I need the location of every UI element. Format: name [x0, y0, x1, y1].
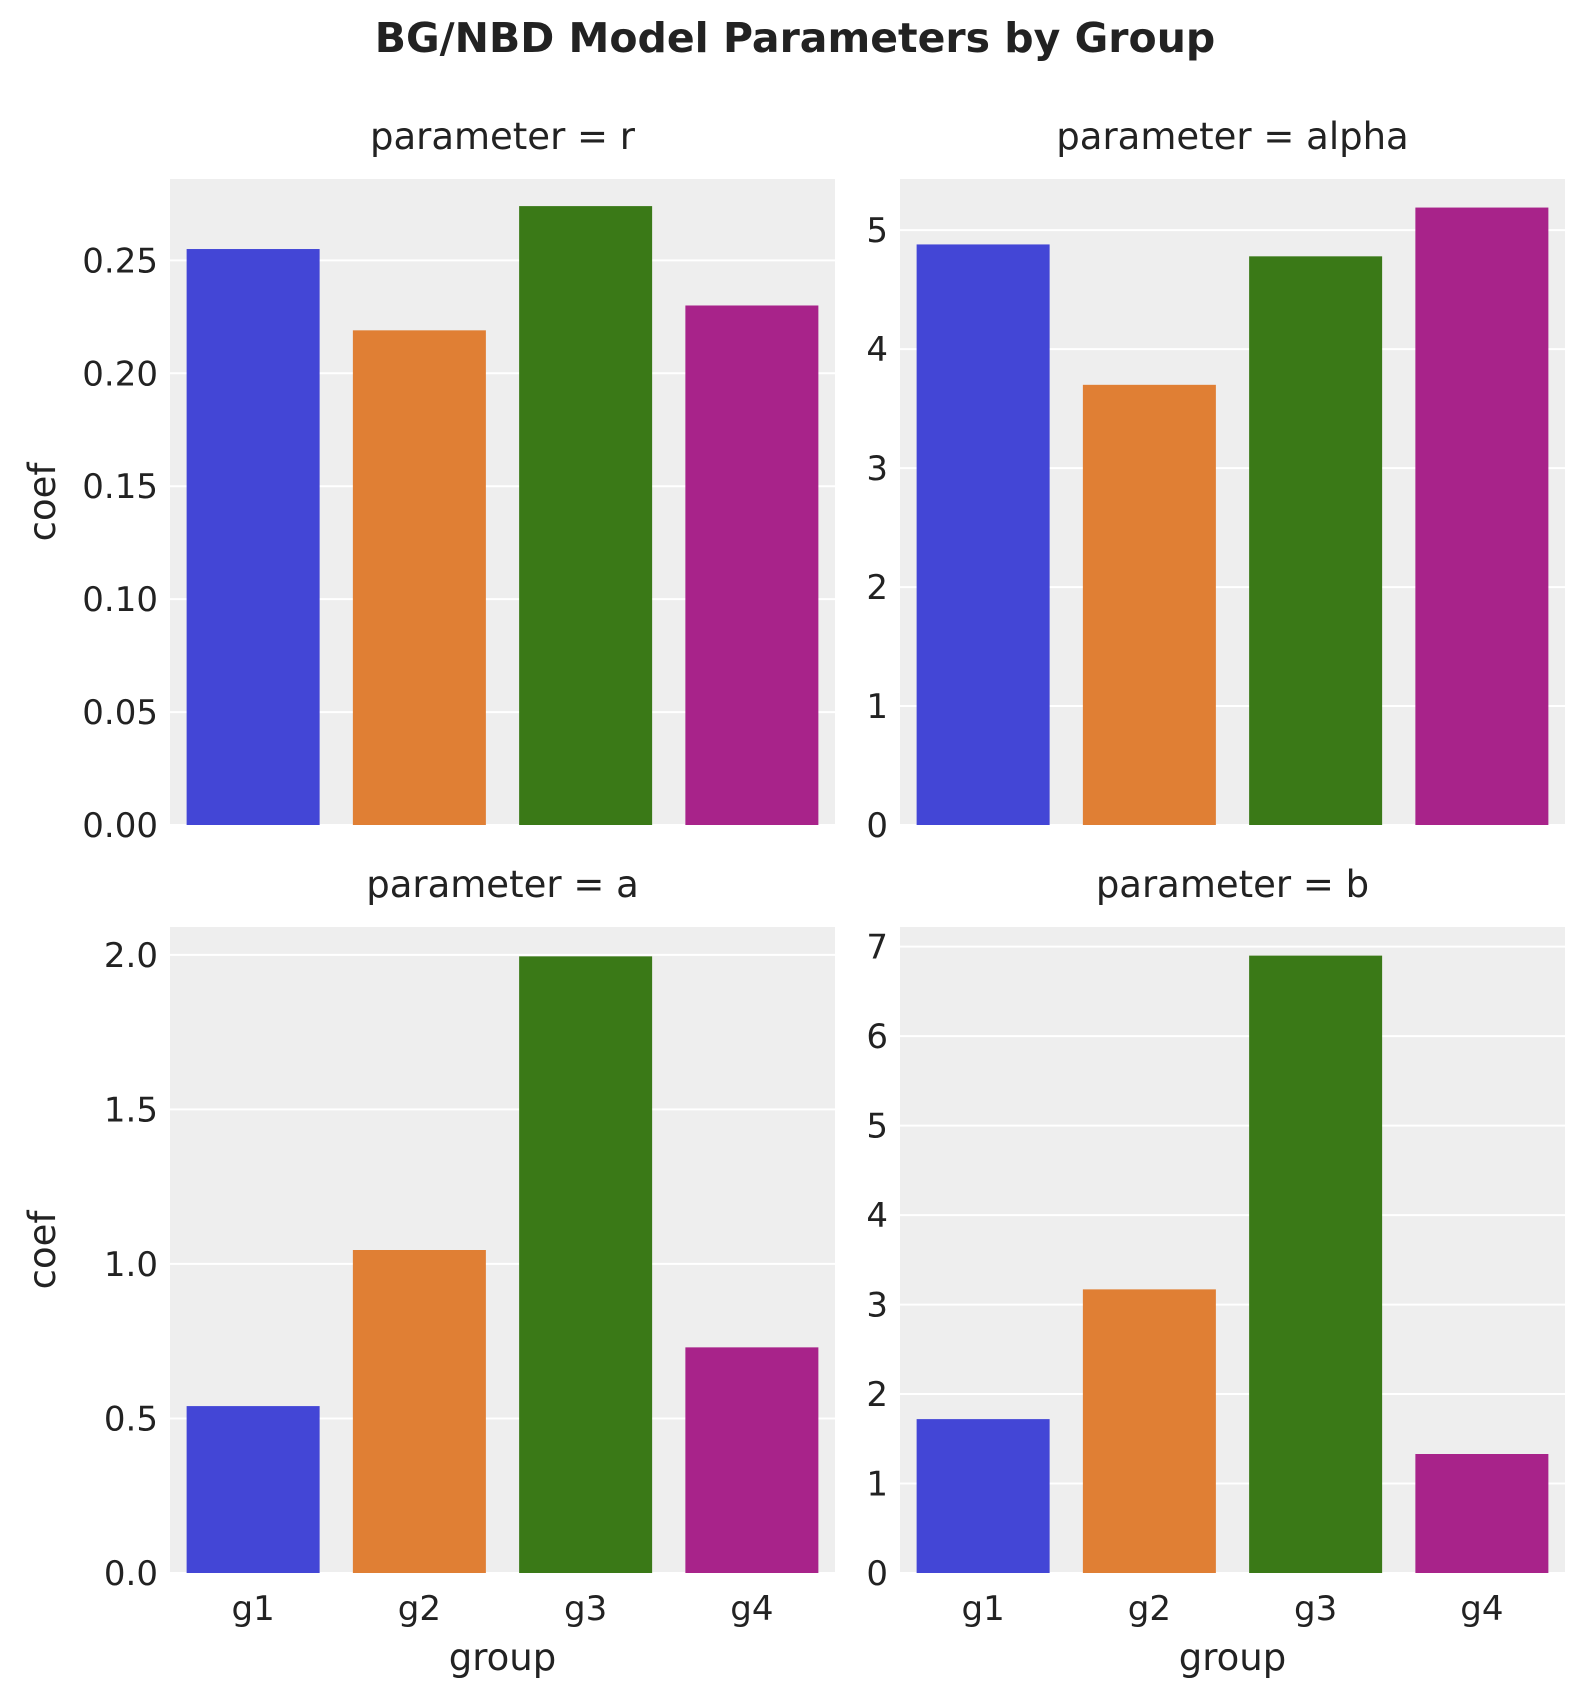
y-tick-label: 1.0: [104, 1245, 158, 1285]
y-tick-label: 4: [866, 330, 888, 370]
y-tick-label: 2: [866, 1375, 888, 1415]
bar-g1: [186, 249, 320, 825]
bar-g1: [916, 244, 1050, 825]
y-tick-label: 1: [866, 687, 888, 727]
x-tick-label: g1: [962, 1589, 1005, 1629]
panel-1: 0.00 0.05 0.10 0.15 0.20 0.25 parameter = r coe…: [21, 115, 835, 846]
y-tick-label: 0.0: [104, 1554, 158, 1594]
y-tick-label: 0: [866, 1554, 888, 1594]
bar-g4: [1415, 207, 1549, 825]
panel-title: parameter = alpha: [1056, 115, 1408, 158]
bar-g2: [352, 330, 486, 825]
x-tick-label: g4: [730, 1589, 773, 1629]
y-tick-label: 6: [866, 1017, 888, 1057]
y-tick-label: 4: [866, 1196, 888, 1236]
y-tick-label: 1: [866, 1465, 888, 1505]
x-tick-label: g3: [564, 1589, 607, 1629]
panel-title: parameter = a: [366, 863, 639, 906]
y-tick-label: 0: [866, 806, 888, 846]
bar-g3: [1249, 256, 1383, 825]
bar-g4: [685, 305, 819, 825]
y-tick-label: 3: [866, 1286, 888, 1326]
x-tick-label: g4: [1460, 1589, 1503, 1629]
y-tick-label: 0.15: [82, 467, 158, 507]
y-tick-label: 7: [866, 928, 888, 968]
figure-title: BG/NBD Model Parameters by Group: [375, 14, 1215, 62]
y-tick-label: 0.20: [82, 354, 158, 394]
bar-g2: [1082, 384, 1216, 825]
bar-g1: [916, 1419, 1050, 1573]
panel-title: parameter = r: [370, 115, 636, 158]
y-tick-label: 0.5: [104, 1399, 158, 1439]
bar-g3: [519, 956, 653, 1573]
y-tick-label: 0.05: [82, 693, 158, 733]
y-tick-label: 5: [866, 1107, 888, 1147]
y-tick-label: 2: [866, 568, 888, 608]
bar-g4: [685, 1347, 819, 1573]
y-tick-label: 1.5: [104, 1090, 158, 1130]
x-tick-label: g2: [398, 1589, 441, 1629]
y-tick-label: 2.0: [104, 936, 158, 976]
y-tick-label: 0.25: [82, 241, 158, 281]
panel-2: 0 1 2 3 4 5 parameter = alpha: [866, 115, 1565, 846]
bar-g3: [519, 206, 653, 826]
bar-g2: [1082, 1289, 1216, 1573]
y-tick-label: 0.10: [82, 580, 158, 620]
x-axis-label: group: [1179, 1636, 1286, 1679]
bar-g4: [1415, 1454, 1549, 1573]
y-tick-label: 3: [866, 449, 888, 489]
y-tick-label: 0.00: [82, 806, 158, 846]
x-tick-label: g1: [232, 1589, 275, 1629]
bar-g3: [1249, 955, 1383, 1573]
bar-g2: [352, 1250, 486, 1573]
x-axis-label: group: [449, 1636, 556, 1679]
panel-title: parameter = b: [1096, 863, 1369, 906]
panel-4: 0 1 2 3 4 5 6 7 g1 g2 g3 g4 parameter = b group: [866, 863, 1565, 1679]
x-tick-label: g3: [1294, 1589, 1337, 1629]
x-tick-label: g2: [1128, 1589, 1171, 1629]
panel-3: 0.0 0.5 1.0 1.5 2.0 g1 g2 g3 g4 parameter = a grou…: [21, 863, 835, 1679]
bar-g1: [186, 1406, 320, 1573]
y-tick-label: 5: [866, 211, 888, 251]
y-axis-label: coef: [21, 1210, 64, 1290]
y-axis-label: coef: [21, 462, 64, 542]
